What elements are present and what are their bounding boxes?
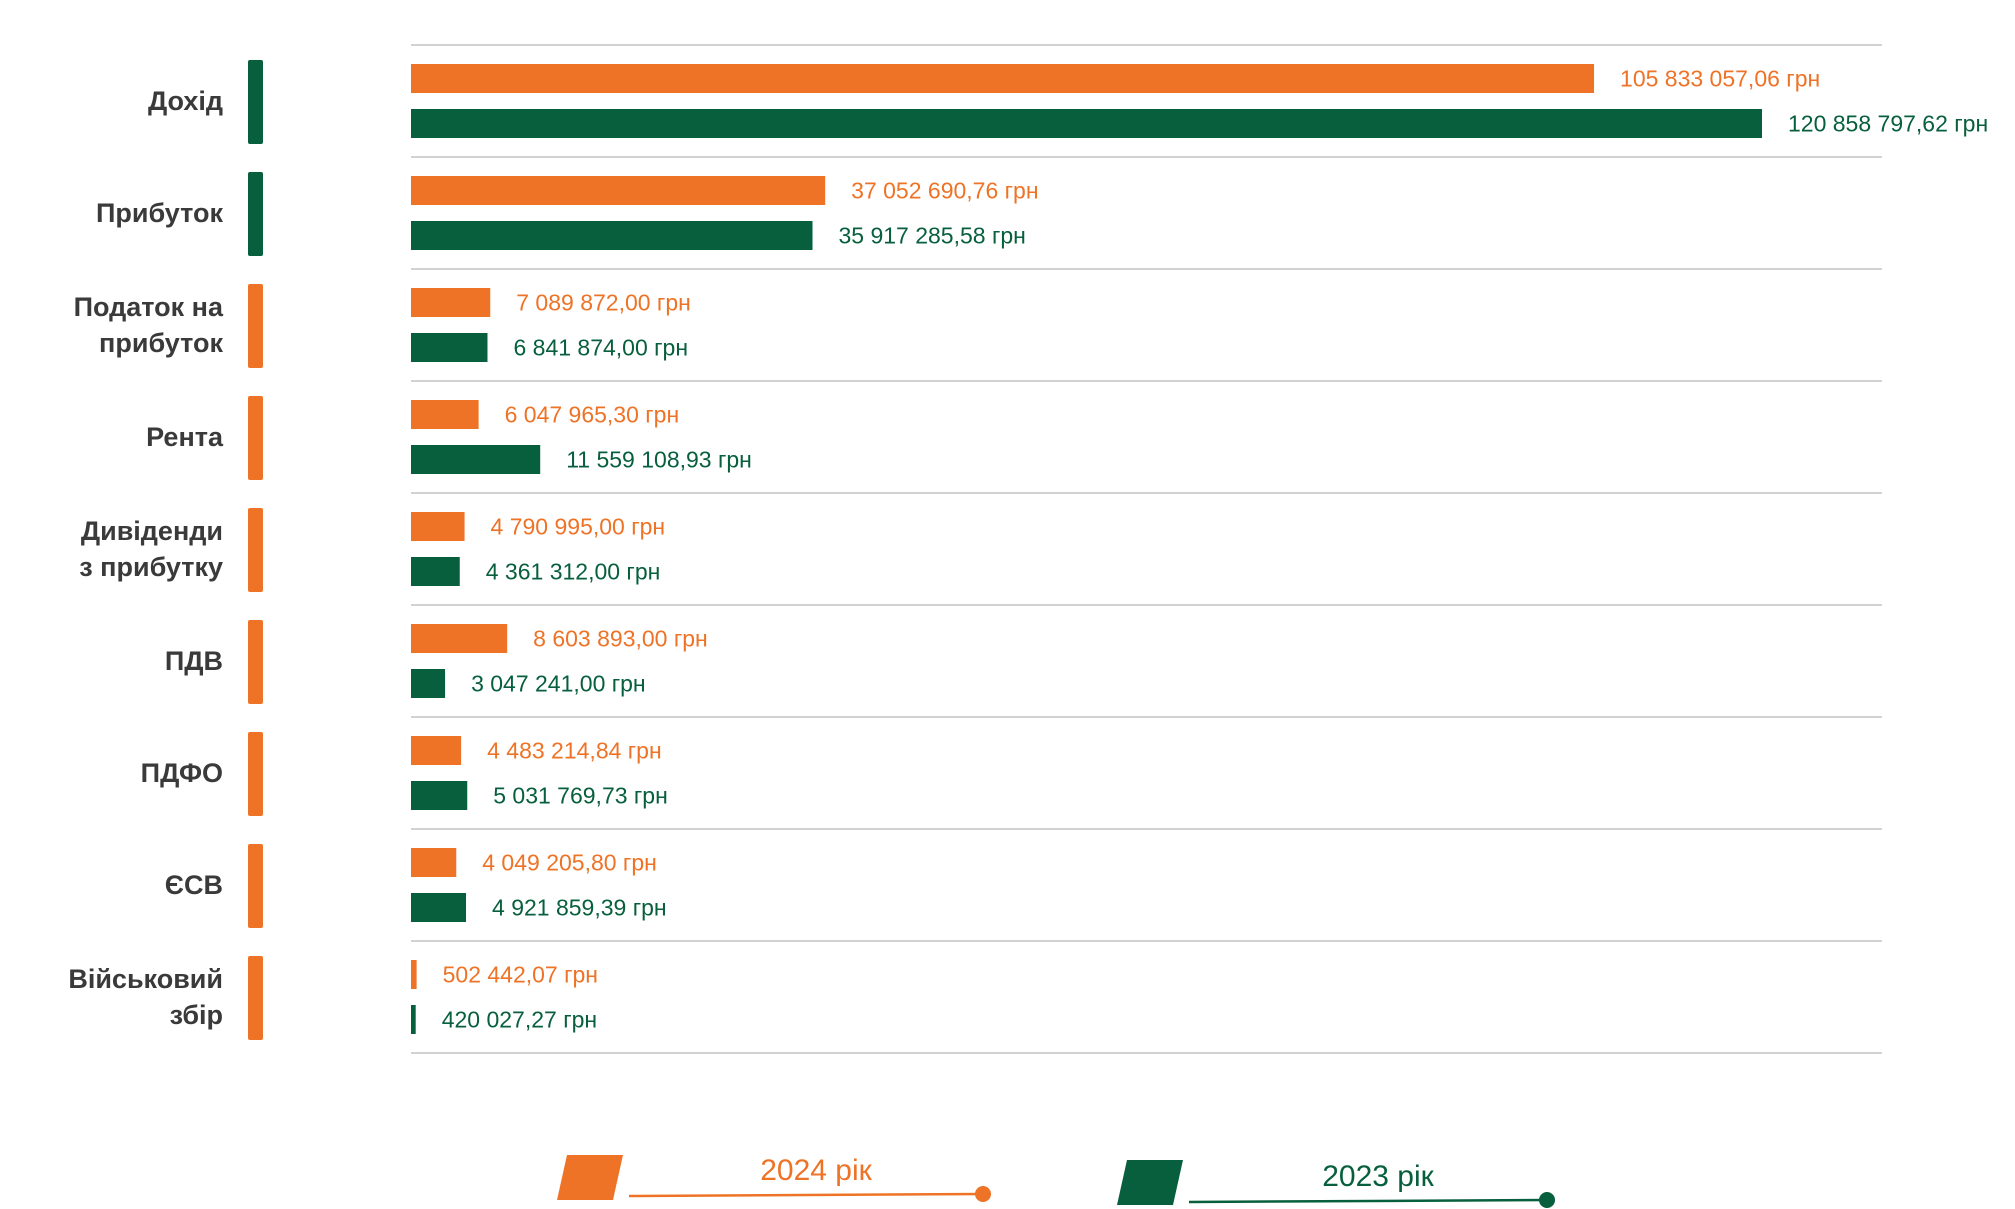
bar-2023: [411, 445, 541, 474]
data-label: 4 361 312,00 грн: [486, 559, 661, 585]
data-label: 6 047 965,30 грн: [505, 402, 680, 428]
legend-label-2023: 2023 рік: [1322, 1160, 1434, 1193]
data-label: 4 921 859,39 грн: [492, 895, 667, 921]
data-label: 35 917 285,58 грн: [838, 223, 1025, 249]
category-accent-bar: [248, 508, 263, 592]
data-label: 420 027,27 грн: [442, 1007, 597, 1033]
legend-dot: [975, 1186, 991, 1202]
category-accent-bar: [248, 396, 263, 480]
category-accent-bar: [248, 620, 263, 704]
bar-2024: [411, 848, 457, 877]
category-label: Дивіденди: [81, 516, 223, 546]
data-label: 6 841 874,00 грн: [513, 335, 688, 361]
legend-swatch-2024: [557, 1155, 623, 1200]
bar-2023: [411, 221, 813, 250]
category-label: з прибутку: [79, 552, 223, 582]
bar-2023: [411, 333, 488, 362]
category-label: Військовий: [68, 964, 223, 994]
bar-2024: [411, 960, 417, 989]
data-label: 5 031 769,73 грн: [493, 783, 668, 809]
bar-2024: [411, 176, 826, 205]
data-label: 3 047 241,00 грн: [471, 671, 646, 697]
data-label: 105 833 057,06 грн: [1620, 66, 1820, 92]
bar-2024: [411, 288, 491, 317]
data-label: 8 603 893,00 грн: [533, 626, 708, 652]
category-label: Податок на: [74, 292, 224, 322]
category-label: ПДВ: [165, 646, 223, 676]
bar-2024: [411, 512, 465, 541]
category-accent-bar: [248, 60, 263, 144]
bar-2024: [411, 400, 479, 429]
data-label: 4 790 995,00 грн: [491, 514, 666, 540]
legend-dot: [1539, 1192, 1555, 1208]
data-label: 120 858 797,62 грн: [1788, 111, 1988, 137]
bar-2023: [411, 893, 467, 922]
category-accent-bar: [248, 732, 263, 816]
legend-label-2024: 2024 рік: [760, 1154, 872, 1187]
bar-2023: [411, 669, 446, 698]
data-label: 4 483 214,84 грн: [487, 738, 662, 764]
category-accent-bar: [248, 844, 263, 928]
legend-line: [1188, 1198, 1548, 1204]
data-label: 37 052 690,76 грн: [851, 178, 1038, 204]
category-accent-bar: [248, 284, 263, 368]
category-label: Рента: [146, 422, 224, 452]
data-label: 502 442,07 грн: [443, 962, 598, 988]
bar-2023: [411, 109, 1762, 138]
bar-2024: [411, 736, 462, 765]
bar-2023: [411, 1005, 416, 1034]
data-label: 11 559 108,93 грн: [566, 447, 752, 473]
data-label: 7 089 872,00 грн: [516, 290, 691, 316]
category-label: ПДФО: [141, 758, 223, 788]
category-label: Дохід: [148, 86, 223, 116]
bar-2024: [411, 624, 508, 653]
legend-line: [628, 1192, 984, 1198]
category-accent-bar: [248, 956, 263, 1040]
legend-swatch-2023: [1117, 1160, 1183, 1205]
bar-2024: [411, 64, 1595, 93]
category-label: збір: [170, 1000, 223, 1030]
data-label: 4 049 205,80 грн: [482, 850, 657, 876]
category-label: Прибуток: [96, 198, 224, 228]
category-accent-bar: [248, 172, 263, 256]
bar-2023: [411, 781, 468, 810]
category-label: прибуток: [99, 328, 223, 358]
bar-2023: [411, 557, 460, 586]
category-label: ЄСВ: [165, 870, 223, 900]
